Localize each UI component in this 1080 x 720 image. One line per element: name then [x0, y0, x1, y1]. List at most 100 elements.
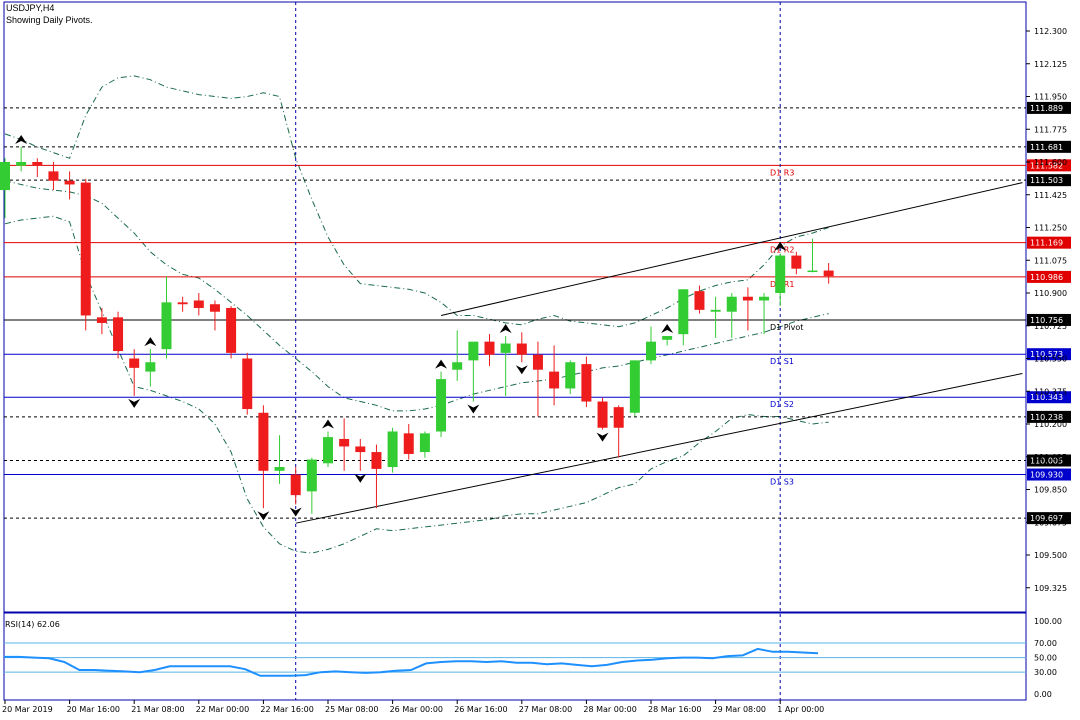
- time-axis: 20 Mar 2019 20 Mar 16:00 21 Mar 08:00 22 Ma…: [2, 700, 824, 714]
- bear-candle: [371, 452, 382, 469]
- bull-candle: [323, 437, 333, 464]
- price-tick-label: 110.550: [1034, 355, 1067, 364]
- chart-subtitle: Showing Daily Pivots.: [6, 15, 93, 25]
- bull-candle: [419, 433, 430, 453]
- bear-candle: [613, 407, 624, 428]
- bear-candle: [209, 304, 220, 312]
- pivot-price-box: [1027, 159, 1071, 172]
- pivot-price-box: [1027, 348, 1071, 361]
- lower-band-line: [4, 215, 829, 554]
- main-plot-border: [3, 1, 1027, 613]
- bear-candle: [177, 302, 188, 305]
- pivot-name: D1 S2: [770, 400, 794, 409]
- price-tick-label: 110.025: [1034, 453, 1067, 462]
- price-tick-label: 111.425: [1034, 191, 1067, 200]
- middle-band-line: [4, 180, 829, 412]
- fractal-up-marker: [15, 135, 28, 145]
- pivot-price-box: [1027, 468, 1071, 481]
- bear-candle: [80, 182, 91, 316]
- bull-candle: [775, 255, 786, 293]
- bear-candle: [32, 162, 43, 166]
- level-price-label: 111.889: [1030, 104, 1063, 113]
- pivot-price-label: 110.986: [1030, 273, 1063, 282]
- price-axis: 111.889 111.681 111.503 110.238 110.005 109.6…: [1026, 27, 1071, 593]
- price-tick-label: 110.725: [1034, 322, 1067, 331]
- fractal-down-marker: [467, 404, 480, 414]
- price-tick-label: 111.775: [1034, 125, 1067, 134]
- upper-band-line: [4, 75, 829, 328]
- bull-candle: [274, 467, 285, 471]
- price-tick-label: 110.900: [1034, 289, 1067, 298]
- fractal-up-marker: [144, 337, 157, 347]
- fractal-down-marker: [257, 511, 270, 521]
- bull-candle: [629, 360, 640, 413]
- level-price-box: [1027, 140, 1071, 153]
- time-tick-label: 20 Mar 16:00: [67, 705, 120, 714]
- fractal-down-marker: [354, 473, 367, 483]
- bull-candle: [726, 296, 737, 312]
- bull-candle: [759, 296, 770, 301]
- price-tick-label: 109.500: [1034, 551, 1067, 560]
- pivot-price-label: 110.756: [1030, 316, 1063, 325]
- bull-candle: [0, 162, 10, 191]
- bear-candle: [403, 433, 414, 454]
- bull-candle: [16, 162, 27, 166]
- bear-candle: [355, 446, 366, 453]
- fractal-up-marker: [322, 419, 334, 429]
- chart-symbol-title: USDJPY,H4: [6, 3, 55, 13]
- price-tick-label: 109.675: [1034, 518, 1067, 527]
- time-tick-label: 22 Mar 16:00: [260, 705, 313, 714]
- pivot-price-label: 111.169: [1030, 239, 1063, 248]
- level-price-label: 111.503: [1030, 176, 1063, 185]
- bull-candle: [662, 336, 673, 340]
- bull-candle: [145, 362, 156, 372]
- bull-candle: [387, 431, 398, 468]
- level-price-box: [1027, 454, 1071, 467]
- fractal-down-marker: [596, 432, 609, 442]
- time-tick-label: 25 Mar 08:00: [325, 705, 378, 714]
- level-price-box: [1027, 512, 1071, 525]
- bear-candle: [290, 474, 301, 496]
- rsi-line: [4, 647, 819, 677]
- bear-candle: [742, 296, 753, 301]
- price-tick-label: 111.950: [1034, 93, 1067, 102]
- price-tick-label: 112.300: [1034, 27, 1067, 36]
- level-price-box: [1027, 101, 1071, 114]
- bull-candle: [306, 459, 317, 492]
- fractal-up-marker: [435, 359, 448, 369]
- time-tick-label: 26 Mar 16:00: [454, 705, 507, 714]
- bull-candle: [468, 341, 479, 361]
- bear-candle: [113, 317, 124, 352]
- fractal-up-marker: [774, 241, 787, 251]
- time-tick-label: 20 Mar 2019: [2, 705, 53, 714]
- pivot-price-box: [1027, 313, 1071, 326]
- rsi-tick-label: 50.00: [1034, 654, 1057, 663]
- bull-candle: [452, 362, 463, 370]
- bear-candle: [96, 317, 107, 323]
- time-tick-label: 22 Mar 00:00: [196, 705, 249, 714]
- time-tick-label: 21 Mar 08:00: [131, 705, 184, 714]
- rsi-panel: 100.00 70.00 50.00 30.00 0.00: [4, 617, 1062, 699]
- fractal-up-marker: [499, 324, 512, 334]
- price-tick-label: 111.250: [1034, 224, 1067, 233]
- pivot-name: D1 R2: [770, 246, 794, 255]
- bull-candle: [710, 309, 721, 312]
- level-price-box: [1027, 174, 1071, 187]
- bull-candle: [565, 362, 576, 389]
- pivot-name: D1 S3: [770, 478, 794, 487]
- bear-candle: [242, 358, 253, 410]
- bull-candle: [646, 341, 656, 361]
- pivot-price-box: [1027, 236, 1071, 249]
- bear-candle: [549, 371, 560, 389]
- pivot-price-label: 109.930: [1030, 471, 1063, 480]
- level-price-label: 111.681: [1030, 143, 1063, 152]
- pivot-price-label: 110.573: [1030, 350, 1063, 359]
- level-price-label: 109.697: [1030, 514, 1063, 523]
- fractal-up-marker: [661, 324, 674, 334]
- bear-candle: [339, 438, 350, 447]
- pivot-price-box: [1027, 270, 1071, 283]
- bull-candle: [161, 302, 172, 350]
- pivot-name: D1 Pivot: [770, 323, 803, 332]
